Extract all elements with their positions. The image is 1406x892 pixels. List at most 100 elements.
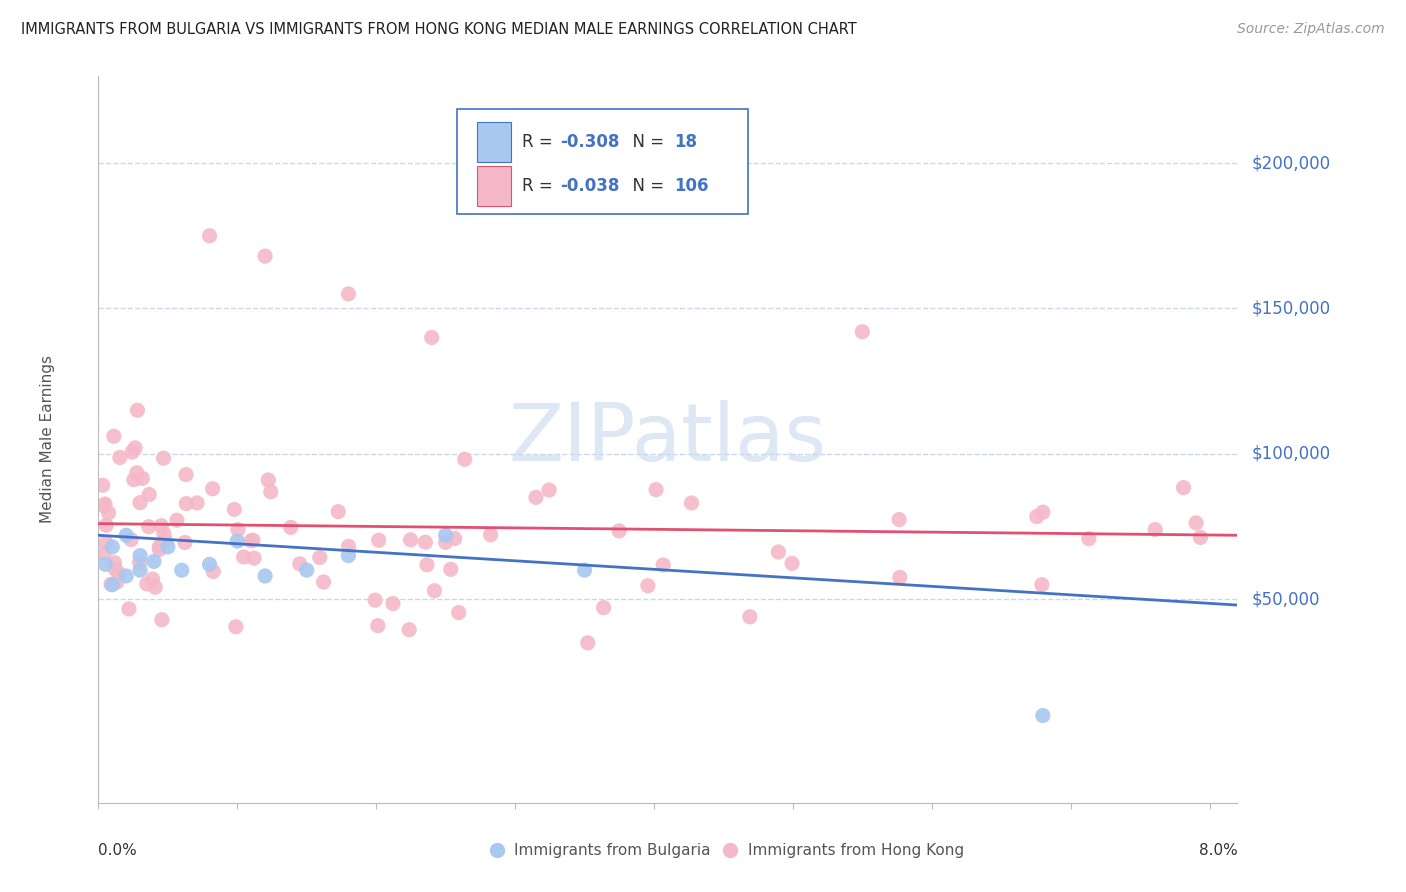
Point — [224, 502, 246, 516]
Point — [94, 558, 117, 572]
Text: $100,000: $100,000 — [1251, 445, 1330, 463]
Point — [125, 466, 148, 480]
FancyBboxPatch shape — [477, 166, 510, 206]
Point — [1185, 516, 1208, 530]
Point — [328, 505, 350, 519]
Point — [93, 547, 115, 561]
Text: 18: 18 — [675, 133, 697, 151]
Point — [129, 549, 152, 563]
Text: 8.0%: 8.0% — [1198, 843, 1237, 858]
Point — [367, 618, 389, 632]
Point — [479, 528, 502, 542]
Point — [127, 403, 149, 417]
Point — [607, 524, 630, 538]
Point — [142, 572, 165, 586]
Point — [381, 597, 404, 611]
Point — [399, 533, 422, 547]
Point — [312, 574, 335, 589]
Point — [153, 526, 176, 541]
Point — [367, 533, 389, 548]
Text: Immigrants from Bulgaria: Immigrants from Bulgaria — [515, 843, 710, 857]
Text: Median Male Earnings: Median Male Earnings — [39, 355, 55, 524]
Point — [148, 542, 170, 557]
Point — [232, 549, 254, 564]
Point — [118, 602, 141, 616]
Text: ZIPatlas: ZIPatlas — [509, 401, 827, 478]
Text: $200,000: $200,000 — [1251, 154, 1330, 172]
Point — [101, 578, 124, 592]
Point — [105, 575, 128, 590]
Point — [225, 620, 247, 634]
Point — [129, 496, 152, 510]
Point — [260, 484, 283, 499]
Text: 106: 106 — [675, 177, 709, 194]
FancyBboxPatch shape — [477, 121, 510, 161]
Point — [889, 570, 911, 584]
Point — [780, 557, 803, 571]
Text: -0.308: -0.308 — [560, 133, 619, 151]
Point — [1189, 530, 1212, 544]
Point — [148, 540, 170, 554]
Point — [115, 569, 138, 583]
Point — [288, 557, 311, 571]
Point — [240, 533, 263, 548]
Point — [652, 558, 675, 572]
Point — [1031, 578, 1053, 592]
Point — [447, 606, 470, 620]
Text: N =: N = — [623, 133, 669, 151]
Point — [122, 473, 145, 487]
Point — [131, 471, 153, 485]
Point — [124, 441, 146, 455]
Point — [254, 569, 277, 583]
Point — [93, 499, 115, 513]
Point — [1077, 532, 1099, 546]
Point — [592, 600, 614, 615]
Point — [851, 325, 873, 339]
Point — [637, 579, 659, 593]
Point — [1025, 509, 1047, 524]
Point — [115, 528, 138, 542]
Point — [103, 429, 125, 443]
Point — [94, 518, 117, 533]
Point — [176, 497, 198, 511]
Point — [94, 497, 117, 511]
Point — [295, 563, 318, 577]
Point — [768, 545, 790, 559]
Point — [201, 482, 224, 496]
Point — [645, 483, 668, 497]
Point — [420, 330, 443, 344]
Point — [415, 535, 437, 549]
Point — [91, 478, 114, 492]
Point — [129, 563, 152, 577]
Point — [337, 287, 360, 301]
Point — [138, 487, 160, 501]
Point — [226, 523, 249, 537]
Point — [1032, 505, 1054, 519]
Point — [257, 473, 280, 487]
Point — [574, 563, 596, 577]
Text: Immigrants from Hong Kong: Immigrants from Hong Kong — [748, 843, 963, 857]
Point — [156, 540, 179, 554]
Point — [150, 613, 173, 627]
Point — [135, 577, 157, 591]
Point — [537, 483, 560, 497]
Point — [103, 556, 125, 570]
Point — [1144, 523, 1167, 537]
Point — [434, 528, 457, 542]
Point — [440, 562, 463, 576]
Point — [243, 551, 266, 566]
Text: IMMIGRANTS FROM BULGARIA VS IMMIGRANTS FROM HONG KONG MEDIAN MALE EARNINGS CORRE: IMMIGRANTS FROM BULGARIA VS IMMIGRANTS F… — [21, 22, 856, 37]
Point — [337, 539, 360, 553]
Point — [1032, 708, 1054, 723]
Point — [152, 451, 174, 466]
Point — [100, 577, 122, 591]
Point — [226, 534, 249, 549]
Point — [94, 535, 117, 549]
Point — [454, 452, 477, 467]
Point — [1173, 481, 1195, 495]
Point — [443, 532, 465, 546]
Point — [254, 249, 277, 263]
Point — [337, 549, 360, 563]
Point — [364, 593, 387, 607]
FancyBboxPatch shape — [457, 109, 748, 214]
